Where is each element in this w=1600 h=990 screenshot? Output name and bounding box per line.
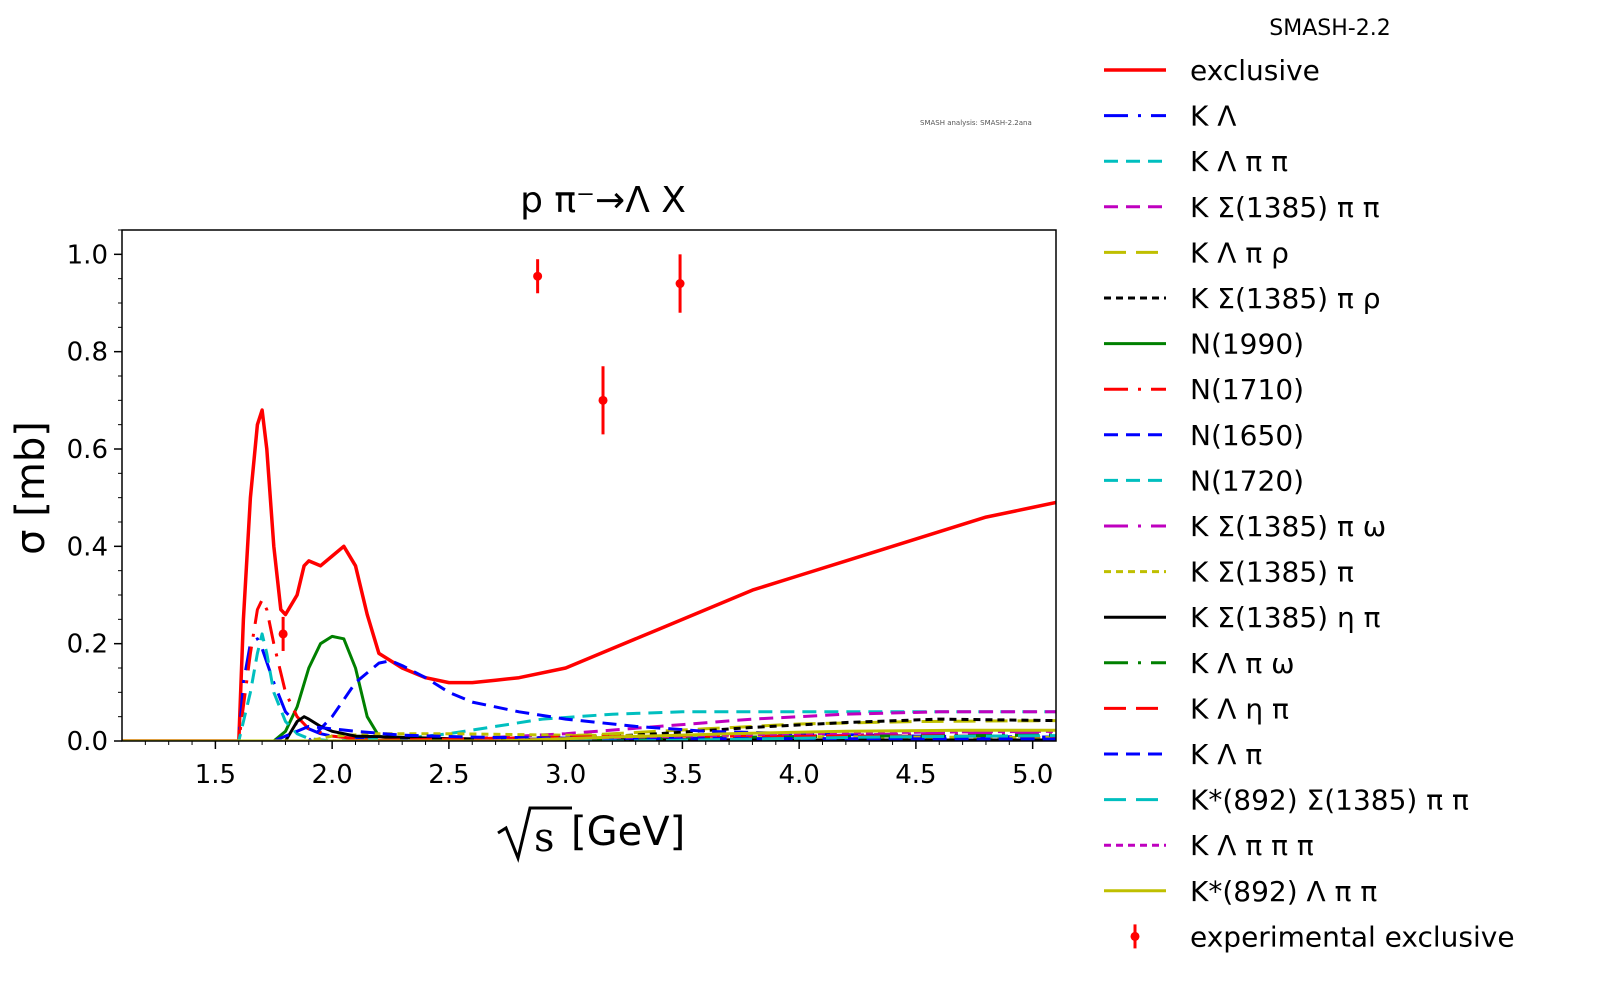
y-tick-label: 0.6 <box>67 435 108 465</box>
legend-entry: K Λ π π <box>1104 145 1288 178</box>
legend-label: K Λ η π <box>1190 692 1289 725</box>
legend-entry: K Σ(1385) π ρ <box>1104 282 1381 315</box>
legend-entry: K Λ π ω <box>1104 647 1295 680</box>
legend-entry: K Σ(1385) η π <box>1104 601 1381 634</box>
legend-label: N(1710) <box>1190 373 1304 406</box>
data-point <box>278 629 288 639</box>
x-tick-label: 3.5 <box>662 760 703 790</box>
legend-label: K Σ(1385) π ω <box>1190 510 1386 543</box>
legend-label: K Λ π π <box>1190 145 1288 178</box>
series-line-1 <box>122 637 1056 741</box>
legend-entry: K Σ(1385) π <box>1104 556 1354 589</box>
legend-entry: K Λ π <box>1104 738 1262 771</box>
legend-label: K*(892) Σ(1385) π π <box>1190 784 1469 817</box>
series-line-18 <box>122 728 1056 741</box>
legend: SMASH-2.2 exclusive K Λ K Λ π π K Σ(1385) π… <box>1104 16 1515 953</box>
chart-title: p π⁻→Λ X <box>520 180 686 221</box>
legend-title: SMASH-2.2 <box>1269 16 1390 41</box>
series-line-8 <box>122 659 1056 741</box>
legend-label: K Λ π ω <box>1190 647 1295 680</box>
x-tick-label: 3.0 <box>545 760 586 790</box>
data-point <box>675 279 685 289</box>
x-axis: 1.5 2.0 2.5 3.0 3.5 4.0 4.5 5.0 <box>144 741 1053 790</box>
data-point <box>598 395 608 405</box>
experimental-point <box>598 366 608 435</box>
plot-frame <box>121 229 1057 742</box>
legend-label: K Σ(1385) π <box>1190 556 1354 589</box>
legend-entry: N(1720) <box>1104 464 1304 497</box>
legend-label: K*(892) Λ π π <box>1190 875 1377 908</box>
y-tick-label: 0.2 <box>67 630 108 660</box>
sqrt-symbol <box>497 806 572 863</box>
legend-entry: N(1710) <box>1104 373 1304 406</box>
legend-label: K Λ π ρ <box>1190 236 1289 269</box>
x-tick-label: 2.5 <box>428 760 469 790</box>
series-line-16 <box>122 734 1056 741</box>
legend-entry: K Σ(1385) π ω <box>1104 510 1386 543</box>
legend-label: K Λ π π π <box>1190 829 1314 862</box>
legend-entry: experimental exclusive <box>1130 920 1515 953</box>
y-tick-label: 0.4 <box>67 532 108 562</box>
chart-annotation: SMASH analysis: SMASH-2.2ana <box>920 119 1032 127</box>
x-axis-label: s [GeV] <box>497 806 685 863</box>
legend-swatch-point <box>1130 931 1140 941</box>
legend-entry: K Λ π ρ <box>1104 236 1289 269</box>
legend-entry: K Σ(1385) π π <box>1104 191 1380 224</box>
legend-entry: K Λ π π π <box>1104 829 1314 862</box>
plot-area <box>121 229 1057 742</box>
data-point <box>533 271 543 281</box>
y-axis: 0.0 0.2 0.4 0.6 0.8 1.0 <box>67 229 122 757</box>
legend-entry: K Λ η π <box>1104 692 1289 725</box>
legend-label: experimental exclusive <box>1190 920 1515 953</box>
experimental-point <box>278 616 288 651</box>
legend-label: exclusive <box>1190 54 1320 87</box>
y-axis-label: σ [mb] <box>8 421 54 555</box>
series-group <box>122 408 1056 741</box>
series-line-9 <box>122 632 1056 741</box>
y-tick-label: 1.0 <box>67 240 108 270</box>
x-tick-label: 4.0 <box>778 760 819 790</box>
y-tick-label: 0.0 <box>67 727 108 757</box>
legend-entry: N(1650) <box>1104 419 1304 452</box>
x-tick-label: 4.5 <box>895 760 936 790</box>
legend-label: K Λ π <box>1190 738 1262 771</box>
legend-label: K Λ <box>1190 100 1236 133</box>
experimental-point <box>533 259 543 294</box>
series-line-0 <box>122 408 1056 741</box>
legend-entry: K Λ <box>1104 100 1236 133</box>
legend-entry: K*(892) Σ(1385) π π <box>1104 784 1469 817</box>
experimental-point <box>675 254 685 313</box>
legend-entry: K*(892) Λ π π <box>1104 875 1377 908</box>
x-tick-label: 5.0 <box>1012 760 1053 790</box>
legend-label: K Σ(1385) π ρ <box>1190 282 1381 315</box>
x-tick-label: 1.5 <box>195 760 236 790</box>
x-tick-label: 2.0 <box>311 760 352 790</box>
y-tick-label: 0.8 <box>67 338 108 368</box>
legend-label: K Σ(1385) π π <box>1190 191 1380 224</box>
x-axis-label-symbol: s <box>534 815 555 861</box>
experimental-points <box>278 254 685 651</box>
legend-entry: exclusive <box>1104 54 1320 87</box>
legend-label: K Σ(1385) η π <box>1190 601 1381 634</box>
legend-label: N(1650) <box>1190 419 1304 452</box>
x-axis-label-unit: [GeV] <box>571 809 685 855</box>
legend-entry: N(1990) <box>1104 328 1304 361</box>
legend-label: N(1990) <box>1190 328 1304 361</box>
legend-label: N(1720) <box>1190 464 1304 497</box>
series-line-11 <box>122 732 1056 741</box>
series-line-3 <box>122 710 1056 741</box>
